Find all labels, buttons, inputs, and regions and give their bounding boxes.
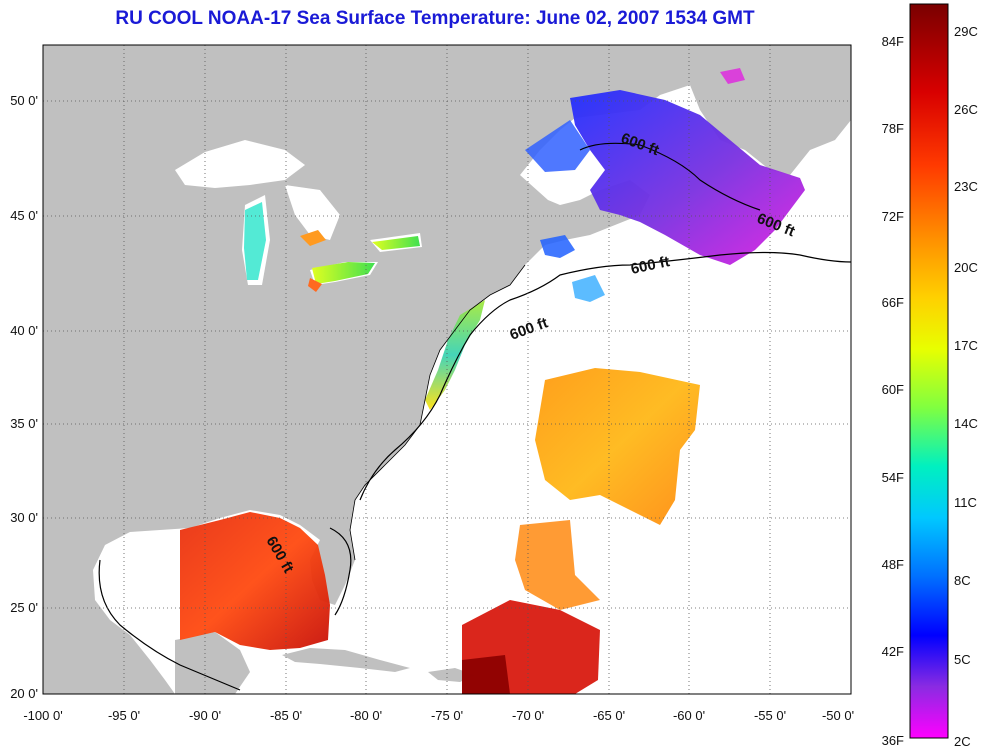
- caribbean-sst-dark: [462, 655, 510, 694]
- lon-tick-label: -50 0': [822, 708, 854, 723]
- gulf-sst: [180, 512, 330, 650]
- lat-axis: 50 0' 45 0' 40 0' 35 0' 30 0' 25 0' 20 0…: [10, 93, 38, 701]
- celsius-scale: 29C 26C 23C 20C 17C 14C 11C 8C 5C 2C: [954, 24, 978, 749]
- f-label: 66F: [882, 295, 904, 310]
- coast-outline: [349, 264, 526, 561]
- c-label: 8C: [954, 573, 971, 588]
- c-label: 5C: [954, 652, 971, 667]
- land-cuba: [282, 648, 410, 672]
- c-label: 17C: [954, 338, 978, 353]
- lon-tick-label: -60 0': [673, 708, 705, 723]
- c-label: 23C: [954, 179, 978, 194]
- c-label: 11C: [954, 495, 977, 510]
- c-label: 14C: [954, 416, 978, 431]
- lon-tick-label: -85 0': [270, 708, 302, 723]
- lat-tick-label: 45 0': [10, 208, 38, 223]
- lon-tick-label: -75 0': [431, 708, 463, 723]
- sargasso-sst: [535, 368, 700, 525]
- north-sst: [570, 90, 805, 265]
- lon-axis: -100 0' -95 0' -90 0' -85 0' -80 0' -75 …: [23, 708, 854, 723]
- f-label: 60F: [882, 382, 904, 397]
- lake-sst: [244, 202, 420, 292]
- c-label: 2C: [954, 734, 971, 749]
- f-label: 42F: [882, 644, 904, 659]
- grid-lines: [43, 45, 851, 694]
- shelf-sst: [425, 300, 485, 410]
- lat-tick-label: 50 0': [10, 93, 38, 108]
- lat-tick-label: 40 0': [10, 323, 38, 338]
- f-label: 72F: [882, 209, 904, 224]
- lon-tick-label: -90 0': [189, 708, 221, 723]
- lon-tick-label: -55 0': [754, 708, 786, 723]
- f-label: 54F: [882, 470, 904, 485]
- map-title: RU COOL NOAA-17 Sea Surface Temperature:…: [115, 8, 755, 29]
- colorbar-gradient: [909, 3, 949, 739]
- north-sst-inlet: [525, 120, 590, 172]
- land-yucatan: [175, 632, 250, 694]
- lat-tick-label: 20 0': [10, 686, 38, 701]
- lon-tick-label: -80 0': [350, 708, 382, 723]
- sst-map: 600 ft 600 ft 600 ft 600 ft 600 ft -100 …: [10, 44, 854, 723]
- gulf-maine-sst: [540, 235, 575, 258]
- f-label: 78F: [882, 121, 904, 136]
- fahrenheit-scale: 84F 78F 72F 66F 60F 54F 48F 42F 36F: [882, 34, 904, 748]
- lon-tick-label: -100 0': [23, 708, 62, 723]
- f-label: 48F: [882, 557, 904, 572]
- depth-contour-600ft: [98, 142, 852, 691]
- lon-tick-label: -70 0': [512, 708, 544, 723]
- lon-tick-label: -95 0': [108, 708, 140, 723]
- c-label: 26C: [954, 102, 978, 117]
- lat-tick-label: 30 0': [10, 510, 38, 525]
- land-newfoundland: [725, 85, 805, 160]
- lon-tick-label: -65 0': [593, 708, 625, 723]
- c-label: 20C: [954, 260, 978, 275]
- temperature-colorbar: 84F 78F 72F 66F 60F 54F 48F 42F 36F 29C …: [882, 3, 978, 749]
- georges-sst: [572, 275, 605, 302]
- north-sst-magenta: [720, 68, 745, 84]
- c-label: 29C: [954, 24, 978, 39]
- sargasso-sst-south: [515, 520, 600, 610]
- f-label: 84F: [882, 34, 904, 49]
- plot-frame: [42, 44, 852, 695]
- f-label: 36F: [882, 733, 904, 748]
- lat-tick-label: 25 0': [10, 600, 38, 615]
- lat-tick-label: 35 0': [10, 416, 38, 431]
